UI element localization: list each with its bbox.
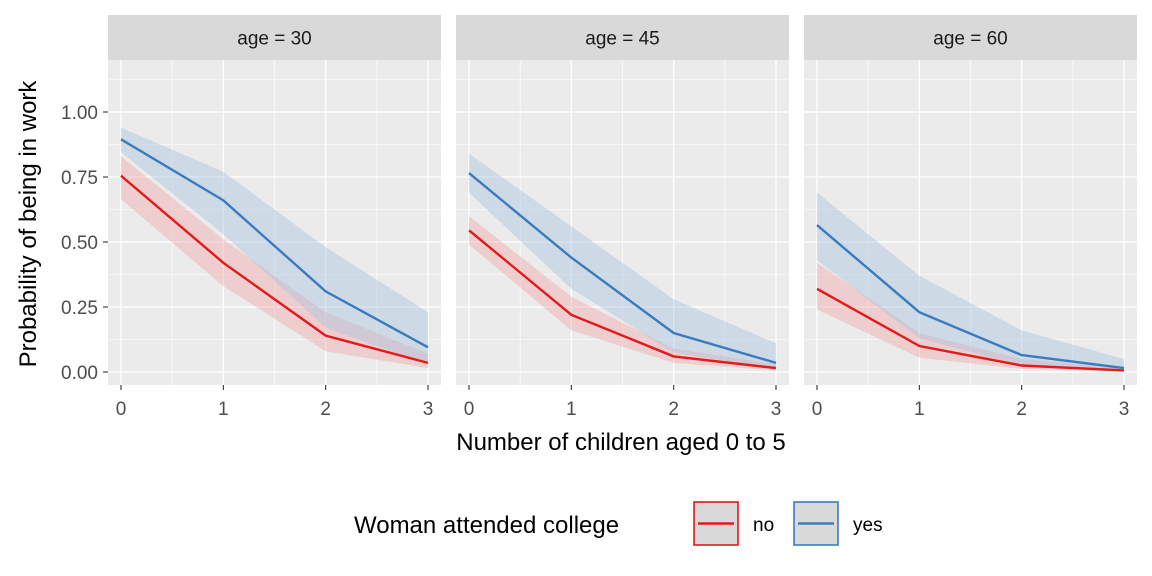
series-line-yes [120,138,429,349]
series-line-no [468,229,777,370]
x-tick-label: 1 [218,399,229,420]
legend-label-no: no [753,515,774,536]
confidence-band-no [817,262,1124,372]
facet-strip-label: age = 30 [237,29,312,50]
facet-strip [804,15,1137,60]
legend-item-yes: yes [793,501,883,546]
facet-strip [108,15,441,60]
legend: Woman attended college no yes [354,501,883,546]
x-axis-title: Number of children aged 0 to 5 [456,429,786,456]
y-axis-title: Probability of being in work [15,80,42,368]
confidence-band-yes [817,192,1124,371]
x-tick-label: 0 [812,399,823,420]
x-tick-label: 3 [423,399,434,420]
x-tick-label: 3 [771,399,782,420]
legend-title: Woman attended college [354,512,619,539]
facet-strip [456,15,789,60]
legend-item-no: no [693,501,774,546]
confidence-band-no [469,216,776,371]
x-tick-label: 2 [1016,399,1027,420]
confidence-band-no [121,156,428,369]
x-tick-label: 1 [914,399,925,420]
x-tick-label: 0 [464,399,475,420]
x-tick-label: 3 [1119,399,1130,420]
series-line-yes [816,224,1125,370]
x-tick-label: 0 [116,399,127,420]
x-tick-label: 1 [566,399,577,420]
y-tick-label: 1.00 [61,103,98,124]
y-tick-label: 0.25 [61,298,98,319]
y-axis: 0.00 0.25 0.50 0.75 1.00 [61,103,108,384]
facet-strip-label: age = 60 [933,29,1008,50]
y-tick-label: 0.00 [61,363,98,384]
facet-panel: age = 60 0 1 2 3 [804,15,1137,420]
series-line-no [120,174,429,365]
x-tick-label: 2 [668,399,679,420]
y-tick-label: 0.50 [61,233,98,254]
facet-panel: age = 30 0 1 2 3 [108,15,441,420]
x-tick-label: 2 [320,399,331,420]
facet-panel: age = 45 0 1 2 3 [456,15,789,420]
facet-strip-label: age = 45 [585,29,660,50]
series-line-yes [468,172,777,365]
facet-panels: age = 30 0 1 2 3 age = 45 0 1 2 3 age = 60 0 1 2 3 [108,15,1137,420]
y-tick-label: 0.75 [61,168,98,189]
series-line-no [816,287,1125,372]
confidence-band-yes [469,153,776,370]
legend-label-yes: yes [853,515,883,536]
